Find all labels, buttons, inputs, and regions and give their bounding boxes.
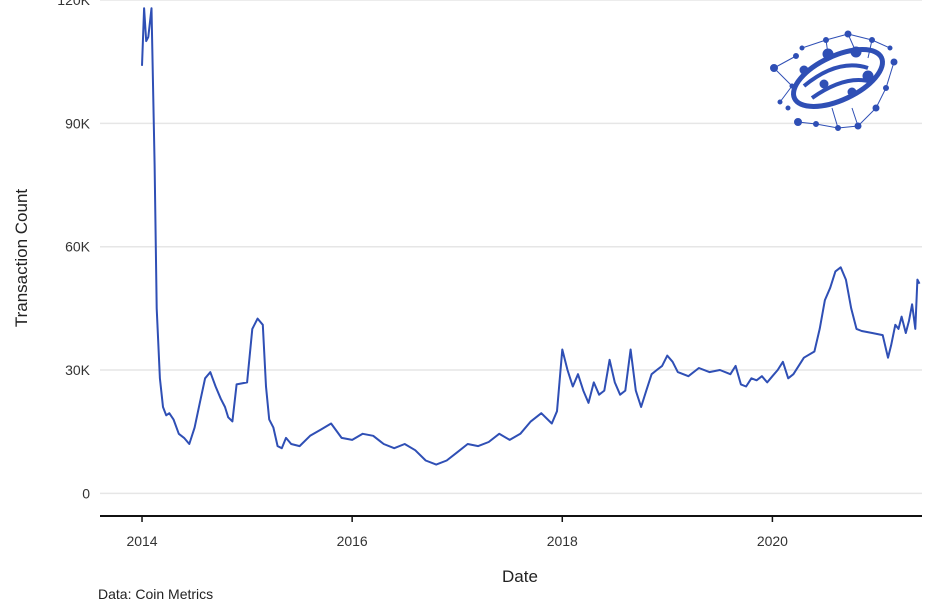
- x-tick-label: 2014: [126, 533, 157, 549]
- y-tick-label: 90K: [65, 115, 91, 131]
- y-axis: 0 30K 60K 90K 120K: [57, 0, 90, 501]
- x-tick-label: 2020: [757, 533, 788, 549]
- y-tick-label: 30K: [65, 362, 91, 378]
- series-line: [141, 7, 921, 466]
- network-globe-logo: [770, 30, 898, 131]
- x-axis: 2014 2016 2018 2020: [126, 516, 788, 549]
- data-source-caption: Data: Coin Metrics: [98, 586, 214, 602]
- x-axis-title: Date: [502, 567, 538, 586]
- grid-lines: [100, 0, 922, 495]
- y-tick-label: 60K: [65, 239, 91, 255]
- x-tick-label: 2016: [337, 533, 368, 549]
- y-tick-label: 0: [82, 485, 90, 501]
- x-tick-label: 2018: [547, 533, 578, 549]
- y-tick-label: 120K: [57, 0, 90, 8]
- y-axis-title: Transaction Count: [12, 189, 31, 328]
